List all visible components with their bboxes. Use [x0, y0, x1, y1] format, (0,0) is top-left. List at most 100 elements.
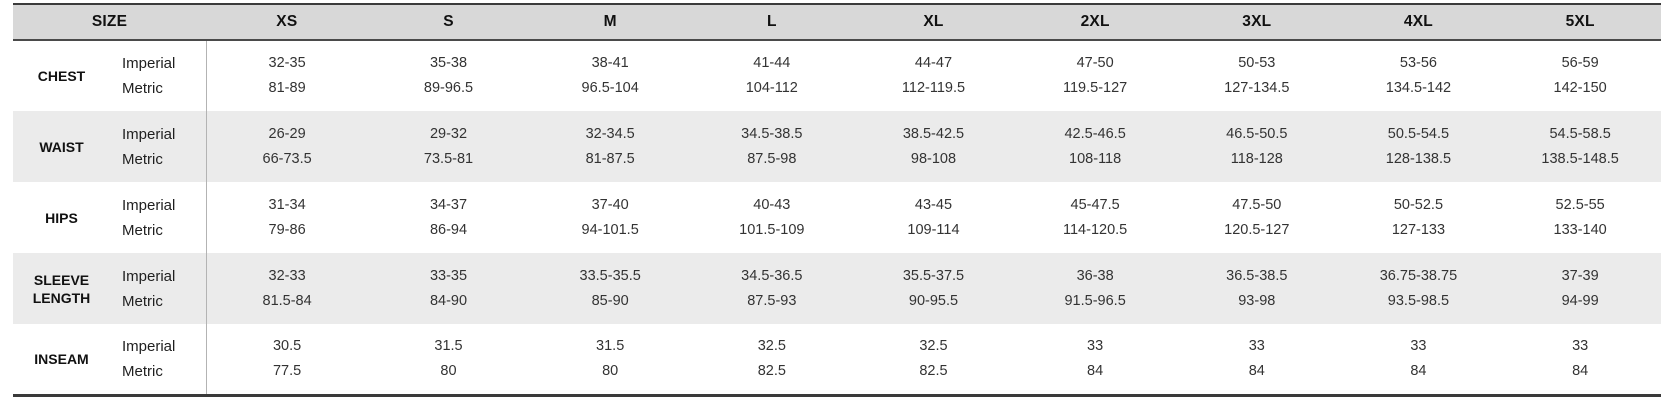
- size-corner-header: SIZE: [13, 4, 207, 41]
- measurement-value-cell: 33 84: [1499, 324, 1661, 395]
- size-column-header: S: [367, 4, 530, 41]
- measurement-value-cell: 56-59 142-150: [1499, 40, 1661, 111]
- measurement-value-cell: 31-34 79-86: [206, 182, 368, 253]
- measurement-name: SLEEVE LENGTH: [32, 271, 91, 306]
- metric-value: 81.5-84: [262, 292, 312, 309]
- metric-value: 86-94: [429, 221, 468, 238]
- measurement-value-cell: 47-50 119.5-127: [1014, 40, 1176, 111]
- imperial-value: 33: [1087, 337, 1104, 354]
- header-row: SIZE XS S M L XL 2XL 3XL 4XL 5XL: [13, 4, 1661, 41]
- size-chart-header: SIZE XS S M L XL 2XL 3XL 4XL 5XL: [13, 4, 1661, 41]
- size-chart-body: CHEST Imperial Metric 32-35 81-89 35-38 89-96.…: [13, 40, 1661, 395]
- metric-value: 127-133: [1391, 221, 1446, 238]
- metric-value: 118-128: [1230, 150, 1283, 167]
- metric-value: 134.5-142: [1385, 80, 1452, 96]
- measurement-value-cell: 34.5-36.5 87.5-93: [691, 253, 853, 324]
- imperial-value: 43-45: [914, 196, 953, 213]
- imperial-label: Imperial: [122, 337, 176, 355]
- metric-value: 81-87.5: [585, 150, 635, 167]
- measurement-value-cell: 33 84: [1014, 324, 1176, 395]
- metric-value: 127-134.5: [1224, 80, 1290, 96]
- metric-value: 87.5-98: [747, 150, 797, 167]
- measurement-value-cell: 32.5 82.5: [853, 324, 1015, 395]
- imperial-value: 32-33: [268, 267, 306, 284]
- metric-label: Metric: [122, 80, 163, 97]
- imperial-value: 47-50: [1076, 55, 1114, 71]
- measurement-value-cell: 33-35 84-90: [368, 253, 530, 324]
- measurement-value-cell: 34.5-38.5 87.5-98: [691, 111, 853, 182]
- measurement-value-cell: 35.5-37.5 90-95.5: [853, 253, 1015, 324]
- measurement-name: CHEST: [37, 68, 86, 84]
- measurement-value-cell: 46.5-50.5 118-128: [1176, 111, 1338, 182]
- measurement-value-cell: 53-56 134.5-142: [1338, 40, 1500, 111]
- metric-value: 85-90: [591, 292, 629, 309]
- metric-value: 133-140: [1553, 221, 1607, 238]
- metric-value: 84: [1087, 362, 1104, 379]
- imperial-value: 37-39: [1561, 267, 1599, 284]
- metric-label: Metric: [122, 221, 163, 239]
- metric-value: 89-96.5: [423, 80, 474, 96]
- metric-value: 128-138.5: [1385, 150, 1452, 167]
- imperial-value: 30.5: [272, 337, 302, 354]
- metric-value: 84: [1410, 362, 1427, 379]
- measurement-name: INSEAM: [34, 350, 89, 367]
- measurement-row: SLEEVE LENGTH Imperial Metric 32-33 81.5-84 3…: [13, 253, 1661, 324]
- metric-value: 119.5-127: [1063, 80, 1128, 96]
- imperial-value: 44-47: [914, 55, 953, 71]
- measurement-value-cell: 29-32 73.5-81: [368, 111, 530, 182]
- measurement-value-cell: 36.5-38.5 93-98: [1176, 253, 1338, 324]
- measurement-value-cell: 31.5 80: [368, 324, 530, 395]
- imperial-value: 54.5-58.5: [1549, 125, 1611, 142]
- measurement-value-cell: 32-35 81-89: [206, 40, 368, 111]
- metric-value: 80: [440, 362, 457, 379]
- imperial-value: 32.5: [919, 337, 948, 354]
- imperial-value: 33: [1248, 337, 1265, 354]
- size-column-header: M: [529, 4, 691, 41]
- measurement-row: HIPS Imperial Metric 31-34 79-86 34-37 86-94 37…: [13, 182, 1661, 253]
- imperial-value: 40-43: [753, 196, 791, 213]
- imperial-value: 47.5-50: [1232, 196, 1282, 213]
- metric-value: 84: [1248, 362, 1265, 379]
- measurement-row: WAIST Imperial Metric 26-29 66-73.5 29-32 73.5…: [13, 111, 1661, 182]
- imperial-label: Imperial: [122, 55, 176, 72]
- measurement-value-cell: 50-52.5 127-133: [1338, 182, 1500, 253]
- size-column-header: 3XL: [1175, 4, 1338, 41]
- imperial-value: 46.5-50.5: [1226, 125, 1288, 142]
- measurement-value-cell: 47.5-50 120.5-127: [1176, 182, 1338, 253]
- measurement-row: INSEAM Imperial Metric 30.5 77.5 31.5 80 31.5 80…: [13, 324, 1661, 395]
- measurement-value-cell: 33 84: [1176, 324, 1338, 395]
- metric-value: 80: [602, 362, 619, 379]
- imperial-value: 33-35: [429, 267, 468, 284]
- metric-value: 93-98: [1238, 292, 1276, 309]
- measurement-value-cell: 30.5 77.5: [206, 324, 368, 395]
- imperial-value: 41-44: [753, 55, 791, 71]
- imperial-value: 31-34: [268, 196, 306, 213]
- imperial-value: 35-38: [429, 55, 468, 71]
- measurement-value-cell: 38.5-42.5 98-108: [853, 111, 1015, 182]
- imperial-value: 29-32: [429, 125, 468, 142]
- measurement-value-cell: 32.5 82.5: [691, 324, 853, 395]
- metric-value: 109-114: [907, 221, 960, 238]
- measurement-value-cell: 37-39 94-99: [1499, 253, 1661, 324]
- imperial-value: 50-53: [1238, 55, 1276, 71]
- measurement-value-cell: 43-45 109-114: [853, 182, 1015, 253]
- measurement-value-cell: 36.75-38.75 93.5-98.5: [1338, 253, 1500, 324]
- size-column-header: 5XL: [1499, 4, 1661, 41]
- imperial-value: 32-35: [268, 55, 306, 71]
- metric-value: 138.5-148.5: [1541, 150, 1619, 167]
- metric-value: 79-86: [268, 221, 306, 238]
- metric-value: 108-118: [1069, 150, 1122, 167]
- size-column-header: L: [690, 4, 853, 41]
- measurement-value-cell: 32-34.5 81-87.5: [529, 111, 691, 182]
- measurement-value-cell: 42.5-46.5 108-118: [1014, 111, 1176, 182]
- measurement-value-cell: 45-47.5 114-120.5: [1014, 182, 1176, 253]
- metric-label: Metric: [122, 292, 163, 310]
- imperial-value: 33: [1572, 337, 1589, 354]
- metric-value: 120.5-127: [1224, 221, 1290, 238]
- metric-value: 66-73.5: [262, 150, 312, 167]
- imperial-value: 31.5: [434, 337, 463, 354]
- metric-value: 93.5-98.5: [1387, 292, 1450, 309]
- measurement-value-cell: 33.5-35.5 85-90: [529, 253, 691, 324]
- imperial-value: 50.5-54.5: [1387, 125, 1450, 142]
